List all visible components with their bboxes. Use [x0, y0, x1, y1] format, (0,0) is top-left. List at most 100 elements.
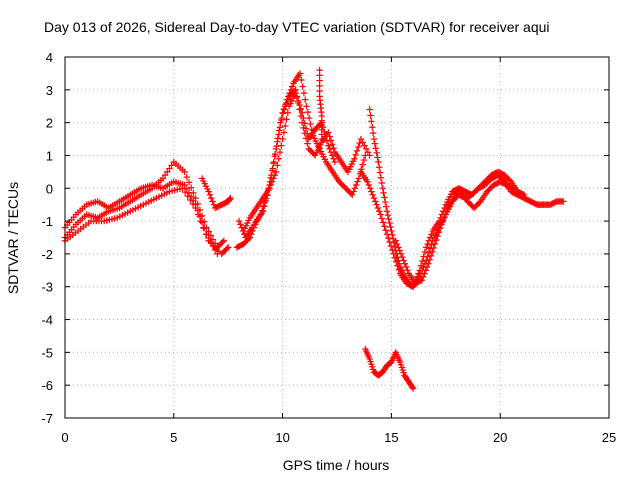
data-point	[322, 133, 329, 140]
y-tick-label: 2	[46, 116, 53, 131]
y-tick-labels: -7 -6 -5 -4 -3 -2 -1 0 1 2 3 4	[41, 50, 53, 426]
data-point	[219, 238, 226, 246]
data-point	[235, 217, 243, 225]
data-point	[303, 103, 310, 110]
data-point	[361, 142, 368, 149]
data-point	[184, 192, 191, 200]
data-point	[280, 129, 288, 136]
data-point	[382, 198, 389, 206]
data-point	[400, 257, 407, 264]
data-point	[271, 152, 278, 160]
x-tick-label: 15	[384, 430, 398, 445]
data-point	[506, 177, 513, 184]
data-point	[376, 164, 383, 171]
series-sat-track-i	[357, 168, 567, 290]
data-point	[304, 130, 311, 137]
data-point	[267, 181, 275, 189]
data-point	[372, 145, 379, 152]
data-point	[166, 165, 173, 172]
data-point	[266, 185, 273, 192]
plot-frame	[64, 56, 610, 419]
data-point	[323, 137, 331, 145]
data-point	[270, 160, 277, 167]
data-point	[369, 191, 376, 199]
data-point	[327, 148, 335, 156]
data-point	[352, 151, 359, 158]
data-point	[211, 246, 219, 254]
data-point	[317, 120, 324, 128]
data-point	[426, 256, 433, 264]
data-point	[179, 185, 186, 192]
data-point	[278, 142, 285, 149]
data-point	[385, 215, 392, 223]
data-point	[560, 198, 567, 205]
data-point	[274, 162, 281, 169]
data-point	[364, 178, 371, 185]
data-point	[433, 236, 440, 244]
data-point	[399, 253, 406, 261]
data-point	[220, 237, 228, 244]
data-point	[209, 198, 216, 205]
data-point	[370, 194, 378, 202]
data-point	[223, 245, 231, 252]
y-tick-label: -5	[41, 345, 53, 360]
series-sat-track-e	[235, 70, 369, 241]
x-tick-label: 0	[61, 430, 68, 445]
data-point	[300, 89, 308, 97]
data-point	[201, 225, 208, 232]
data-point	[307, 120, 314, 128]
y-tick-label: 3	[46, 83, 53, 98]
data-point	[378, 215, 386, 222]
data-point	[396, 260, 403, 267]
data-point	[268, 167, 276, 174]
data-point	[425, 249, 433, 256]
data-point	[330, 145, 337, 152]
data-point	[351, 185, 359, 192]
data-point	[424, 253, 431, 260]
y-tick-label: -1	[41, 214, 53, 229]
data-point	[188, 193, 195, 201]
data-point	[227, 194, 234, 202]
data-point	[372, 198, 379, 205]
data-point	[520, 191, 528, 199]
data-point	[302, 125, 310, 132]
data-point	[198, 219, 206, 226]
data-point	[519, 190, 527, 198]
y-tick-label: -4	[41, 313, 53, 328]
data-point	[359, 139, 366, 146]
data-point	[299, 83, 306, 90]
data-point	[284, 96, 292, 103]
series-sat-track-k	[392, 178, 517, 287]
data-point	[426, 245, 434, 252]
data-point	[421, 270, 428, 277]
data-point	[376, 169, 384, 176]
data-point	[386, 219, 393, 227]
data-point	[435, 229, 443, 236]
data-point	[200, 224, 207, 231]
data-point	[280, 106, 288, 113]
data-point	[370, 135, 378, 143]
data-point	[251, 221, 259, 228]
data-point	[325, 129, 332, 136]
data-point	[357, 135, 365, 143]
data-point	[276, 124, 284, 131]
data-point	[295, 97, 302, 105]
data-point	[185, 189, 193, 197]
data-point	[301, 120, 308, 127]
data-point	[246, 234, 254, 241]
data-point	[208, 194, 215, 202]
data-point	[379, 185, 386, 192]
data-point	[402, 263, 410, 271]
y-tick-label: -7	[41, 411, 53, 426]
data-point	[401, 260, 409, 267]
data-point	[351, 155, 358, 162]
data-point	[292, 89, 299, 97]
data-point	[395, 244, 402, 251]
data-point	[270, 175, 277, 182]
data-point	[440, 214, 448, 222]
data-point	[476, 199, 483, 206]
series-sat-track-f	[233, 86, 373, 251]
data-point	[250, 224, 258, 231]
data-point	[326, 145, 333, 153]
data-point	[378, 179, 386, 187]
